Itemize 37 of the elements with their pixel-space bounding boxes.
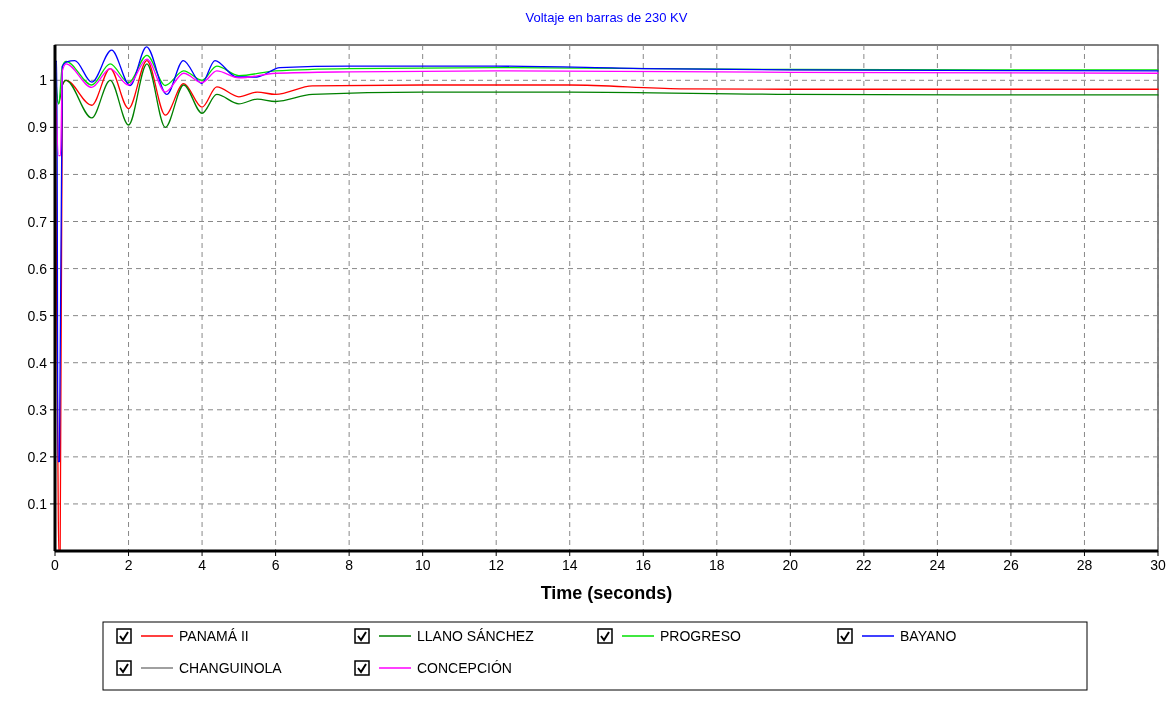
x-tick-label: 2 <box>124 557 133 573</box>
line-series <box>54 46 1159 463</box>
x-tick-label: 0 <box>51 557 60 573</box>
legend-label: CONCEPCIÓN <box>417 660 512 676</box>
legend-label: BAYANO <box>900 628 957 644</box>
y-tick-label: 0.9 <box>27 119 48 136</box>
x-tick-label: 30 <box>1150 557 1166 573</box>
y-tick-label: 0.3 <box>27 401 48 418</box>
x-tick-label: 16 <box>635 557 652 573</box>
line-series <box>54 63 1159 129</box>
x-tick-label: 8 <box>345 557 354 573</box>
line-series <box>54 58 1159 157</box>
y-tick-label: 0.6 <box>27 260 48 277</box>
y-tick-label: 0.7 <box>27 213 48 230</box>
x-tick-label: 12 <box>488 557 505 573</box>
legend-label: CHANGUINOLA <box>179 660 283 676</box>
x-tick-label: 28 <box>1076 557 1093 573</box>
y-tick-label: 0.1 <box>27 495 48 512</box>
x-tick-label: 4 <box>198 557 207 573</box>
x-tick-label: 14 <box>561 557 578 573</box>
legend-label: PANAMÁ II <box>179 628 249 644</box>
x-tick-label: 22 <box>856 557 872 573</box>
legend-label: PROGRESO <box>660 628 742 644</box>
y-tick-label: 0.2 <box>27 448 48 465</box>
x-tick-label: 6 <box>271 557 280 573</box>
y-tick-label: 0.4 <box>27 354 48 371</box>
x-tick-label: 24 <box>929 557 946 573</box>
y-tick-label: 0.8 <box>27 166 48 183</box>
y-tick-label: 1 <box>39 72 48 89</box>
x-tick-label: 26 <box>1003 557 1019 573</box>
x-tick-label: 10 <box>414 557 431 573</box>
x-axis-title: Time (seconds) <box>540 583 673 603</box>
x-tick-label: 20 <box>782 557 799 573</box>
x-tick-label: 18 <box>709 557 725 573</box>
chart-title: Voltaje en barras de 230 KV <box>525 10 688 25</box>
y-tick-label: 0.5 <box>27 307 48 324</box>
legend-label: LLANO SÁNCHEZ <box>417 628 535 644</box>
